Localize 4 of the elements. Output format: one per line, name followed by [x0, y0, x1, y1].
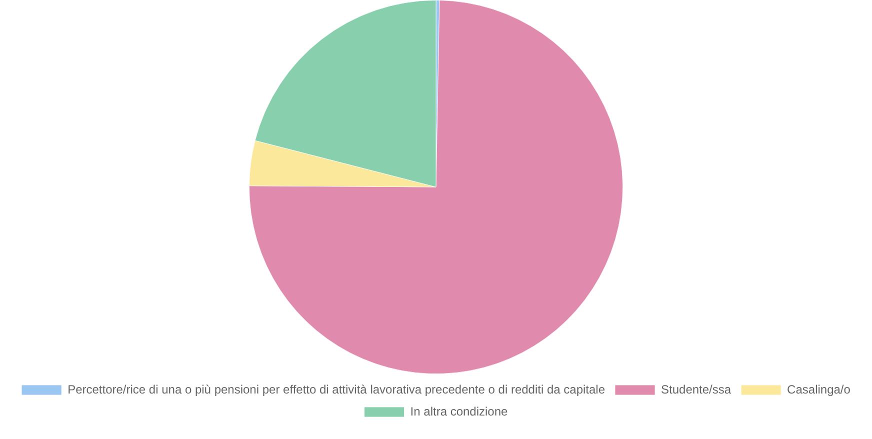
legend-label: Percettore/rice di una o più pensioni per effetto di attività lavorativa precedente o di redditi da capitale [68, 382, 606, 396]
legend-label: Studente/ssa [661, 382, 732, 396]
legend-label: Casalinga/o [787, 382, 851, 396]
legend-label: In altra condizione [410, 404, 508, 418]
